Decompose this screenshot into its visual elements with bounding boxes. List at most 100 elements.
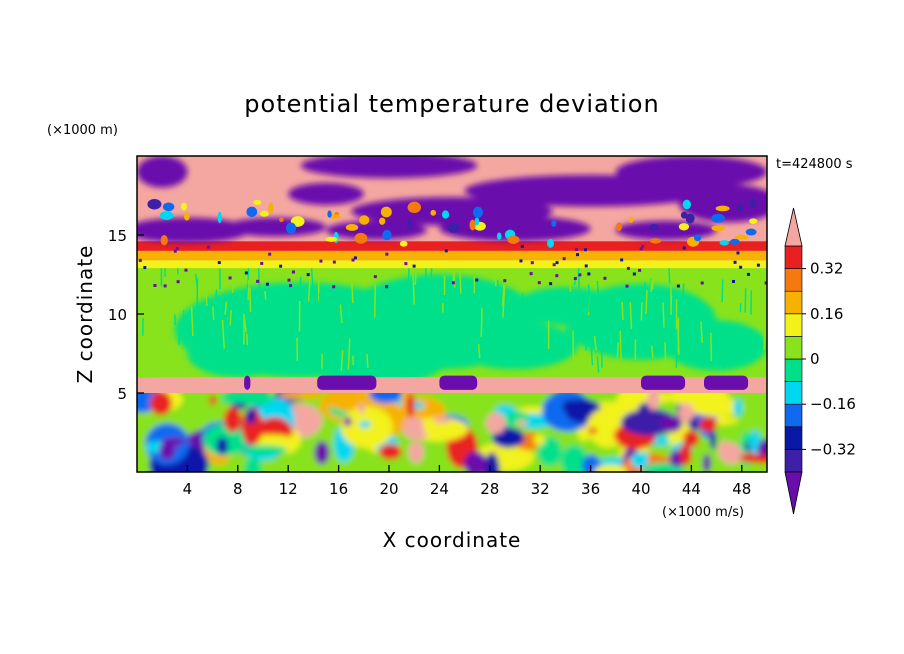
upper-detail	[546, 238, 555, 248]
x-tick-label: 8	[233, 480, 243, 498]
middle-patch	[666, 320, 767, 371]
inversion-dark-patch	[439, 375, 478, 390]
time-label: t=424800 s	[776, 157, 853, 172]
middle-streak	[274, 293, 278, 306]
middle-streak	[239, 321, 243, 339]
lower-core	[733, 398, 743, 417]
scattered-dot	[739, 265, 743, 269]
y-unit-label: (×1000 m)	[47, 123, 118, 138]
lower-core	[630, 452, 649, 469]
scattered-dot	[353, 256, 357, 260]
middle-streak	[414, 273, 417, 285]
upper-detail	[246, 206, 258, 218]
scattered-dot	[584, 264, 588, 268]
lower-core	[660, 415, 683, 433]
middle-streak	[290, 266, 294, 282]
middle-streak	[722, 340, 726, 369]
upper-negative-blob	[615, 220, 717, 240]
lower-core	[678, 403, 695, 422]
scattered-dot	[404, 262, 408, 266]
middle-streak	[173, 314, 177, 325]
heatmap-field	[137, 156, 767, 472]
lower-blob	[244, 431, 256, 445]
middle-streak	[190, 306, 194, 337]
middle-streak	[310, 266, 314, 288]
middle-streak	[231, 282, 235, 294]
scattered-dot	[332, 285, 336, 289]
upper-detail	[147, 198, 162, 210]
middle-streak	[700, 321, 704, 343]
inversion-dark-patch	[244, 375, 251, 390]
upper-detail	[253, 199, 262, 205]
upper-detail	[380, 206, 392, 218]
middle-streak	[423, 321, 427, 348]
upper-detail	[649, 224, 659, 231]
upper-detail	[406, 218, 413, 230]
upper-negative-blob	[225, 217, 326, 237]
middle-streak	[170, 286, 173, 308]
colorbar-tick-label: 0.32	[810, 260, 843, 278]
scattered-dot	[552, 263, 556, 267]
lower-core	[485, 412, 506, 434]
middle-streak	[502, 285, 506, 318]
lower-core	[246, 408, 256, 425]
middle-streak	[629, 301, 633, 330]
scattered-dot	[138, 258, 142, 262]
scattered-dot	[217, 261, 221, 265]
lower-core	[588, 427, 597, 434]
middle-streak	[540, 335, 544, 346]
middle-streak	[643, 282, 646, 311]
upper-detail	[730, 238, 740, 245]
middle-streak	[245, 284, 249, 298]
middle-streak	[229, 309, 232, 326]
scattered-dot	[573, 277, 577, 281]
scattered-dot	[163, 284, 167, 288]
upper-negative-blob	[464, 174, 717, 207]
scattered-dot	[587, 272, 591, 276]
lower-blob	[533, 434, 545, 446]
scattered-dot	[520, 244, 524, 248]
middle-streak	[564, 290, 568, 304]
middle-streak	[347, 338, 351, 370]
middle-streak	[477, 344, 481, 359]
middle-streak	[590, 317, 594, 337]
scattered-dot	[153, 283, 157, 287]
lower-core	[358, 403, 366, 414]
scattered-dot	[351, 258, 355, 262]
colorbar-segment	[784, 426, 803, 450]
upper-layer	[137, 156, 767, 289]
middle-streak	[264, 291, 267, 300]
y-tick-label: 10	[108, 306, 127, 324]
lower-core	[757, 442, 767, 455]
colorbar-tick-label: 0	[810, 350, 820, 368]
colorbar-segment	[784, 358, 803, 382]
scattered-dot	[700, 281, 704, 285]
scattered-dot	[632, 272, 636, 276]
middle-streak	[596, 280, 600, 307]
middle-streak	[243, 318, 247, 333]
middle-streak	[351, 280, 354, 304]
middle-streak	[414, 291, 418, 328]
scattered-dot	[746, 272, 750, 276]
x-tick-label: 16	[329, 480, 348, 498]
lower-blob	[244, 457, 262, 472]
x-tick-label: 28	[480, 480, 499, 498]
middle-streak	[287, 290, 291, 326]
lower-blob	[597, 438, 618, 448]
upper-transition-3	[137, 241, 767, 251]
middle-streak	[542, 324, 546, 348]
middle-streak	[464, 323, 469, 344]
x-axis-label: X coordinate	[383, 528, 522, 552]
middle-streak	[763, 329, 766, 343]
upper-detail	[745, 228, 757, 236]
upper-detail	[616, 222, 622, 231]
scattered-dot	[549, 282, 553, 286]
middle-streak	[339, 304, 343, 324]
upper-detail	[749, 218, 758, 224]
upper-detail	[496, 232, 502, 240]
colorbar-bottom-arrow	[784, 471, 803, 515]
upper-detail	[162, 202, 175, 212]
colorbar-top-arrow	[784, 207, 803, 247]
middle-patch	[187, 329, 289, 378]
upper-detail	[382, 229, 392, 241]
